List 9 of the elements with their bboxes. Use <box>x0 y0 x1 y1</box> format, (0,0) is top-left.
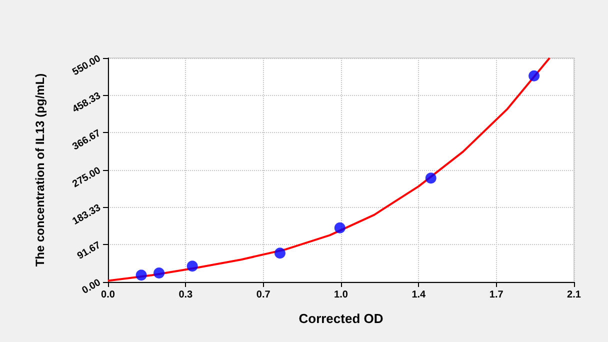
x-tick-label: 1.4 <box>412 290 426 300</box>
y-axis-title: The concentration of IL13 (pg/mL) <box>33 73 47 267</box>
x-axis-title: Corrected OD <box>298 311 384 326</box>
x-tick-label: 1.0 <box>334 290 348 300</box>
x-tick-label: 1.7 <box>489 290 504 300</box>
x-tick-label: 2.1 <box>567 290 582 300</box>
x-tick-label: 0.7 <box>256 290 271 300</box>
x-tick-label: 0.3 <box>178 290 194 300</box>
x-tick-label: 0.0 <box>101 290 116 300</box>
